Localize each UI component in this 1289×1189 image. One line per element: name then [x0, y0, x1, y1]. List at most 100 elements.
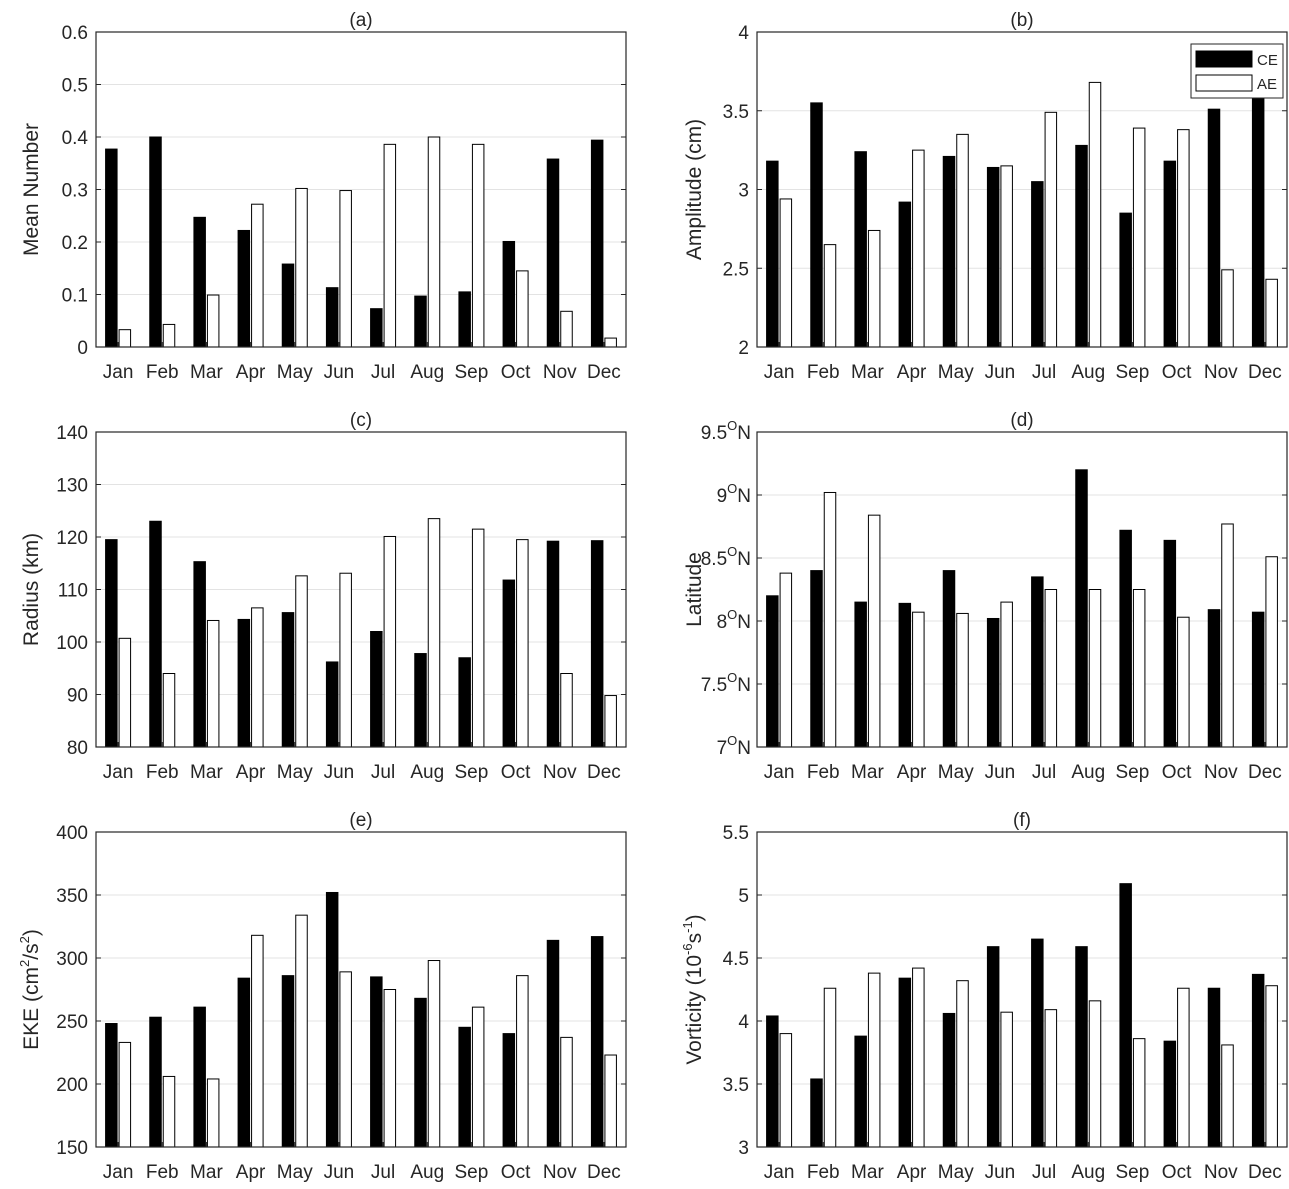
- ae-bar-jun: [339, 190, 352, 348]
- ae-bar-oct: [516, 539, 529, 748]
- ce-bar-oct: [1163, 539, 1177, 748]
- y-tick-label: 8.5ON: [701, 544, 751, 570]
- ce-bar-jan: [766, 1015, 779, 1148]
- y-tick-label-part: O: [727, 733, 737, 748]
- ce-bar-aug: [1075, 946, 1088, 1148]
- ce-bar-jul: [1031, 181, 1044, 348]
- x-tick-label: Jul: [371, 362, 395, 383]
- ae-bar-may: [295, 575, 308, 748]
- x-tick-label: Jul: [1032, 1162, 1056, 1183]
- y-axis-label: Latitude: [683, 552, 706, 627]
- ae-bar-sep: [1132, 589, 1146, 748]
- x-tick-label: Feb: [807, 362, 840, 383]
- ae-bar-apr: [912, 149, 925, 348]
- x-tick-label: Mar: [190, 362, 223, 383]
- x-tick-label: Jan: [103, 762, 134, 783]
- x-tick-label: Jul: [1032, 762, 1056, 783]
- y-tick-label: 0: [77, 338, 88, 359]
- x-tick-label: Sep: [455, 1162, 489, 1183]
- ce-bar-jul: [1031, 938, 1044, 1148]
- x-tick-label: Mar: [190, 1162, 223, 1183]
- legend-ce-swatch: [1195, 50, 1253, 68]
- ae-bar-dec: [604, 337, 617, 348]
- y-tick-label: 9ON: [717, 481, 751, 507]
- y-axis-label-part: Mean Number: [20, 123, 43, 256]
- x-tick-label: Mar: [851, 362, 884, 383]
- x-tick-label: Nov: [1204, 362, 1238, 383]
- x-tick-label: Apr: [897, 762, 927, 783]
- ae-bar-mar: [867, 514, 881, 748]
- ce-bar-jan: [766, 595, 779, 748]
- ae-bar-aug: [427, 518, 441, 748]
- ce-bar-aug: [414, 295, 427, 348]
- y-tick-label-part: N: [737, 738, 751, 759]
- y-axis-label-part: -6: [680, 943, 695, 955]
- ce-bar-feb: [149, 520, 162, 748]
- ce-bar-apr: [898, 602, 912, 748]
- ce-bar-apr: [237, 618, 251, 748]
- ae-bar-feb: [162, 673, 176, 748]
- x-tick-label: Sep: [1116, 1162, 1150, 1183]
- x-tick-label: May: [277, 1162, 313, 1183]
- ce-bar-sep: [1119, 529, 1132, 748]
- ce-bar-oct: [1163, 1040, 1177, 1148]
- y-axis-label-part: EKE (cm: [20, 967, 43, 1050]
- ce-bar-nov: [546, 540, 560, 748]
- ce-bar-aug: [414, 653, 427, 748]
- y-tick-label-part: N: [737, 612, 751, 633]
- ce-bar-nov: [546, 939, 560, 1148]
- y-tick-label: 120: [56, 528, 88, 549]
- ae-bar-jun: [339, 971, 352, 1148]
- ce-bar-sep: [1119, 212, 1132, 348]
- ae-bar-sep: [471, 528, 485, 748]
- y-tick-label: 9.5ON: [701, 418, 751, 444]
- ae-bar-jan: [779, 572, 793, 748]
- x-tick-label: May: [938, 762, 974, 783]
- panel-b: 2 2.5 3 3.5 4 Jan Feb Mar Apr May Jun Jul Aug Sep Oct N…: [683, 10, 1288, 383]
- ae-bar-jul: [1044, 111, 1058, 348]
- x-tick-label: Apr: [236, 1162, 266, 1183]
- x-tick-label: Aug: [1071, 1162, 1105, 1183]
- ae-bar-jun: [1000, 165, 1013, 348]
- y-tick-label: 200: [56, 1075, 88, 1096]
- x-tick-label: Sep: [1116, 762, 1150, 783]
- x-tick-label: May: [938, 1162, 974, 1183]
- x-tick-label: Oct: [1162, 1162, 1192, 1183]
- y-tick-label: 4.5: [723, 949, 749, 970]
- y-axis-label: EKE (cm2/s2): [17, 929, 43, 1050]
- ae-bar-may: [956, 980, 969, 1148]
- y-tick-label: 300: [56, 949, 88, 970]
- y-axis-label: Radius (km): [20, 533, 43, 646]
- y-tick-label: 140: [56, 423, 88, 444]
- x-tick-label: Dec: [1248, 762, 1282, 783]
- y-tick-label-part: 9: [717, 486, 728, 507]
- ce-bar-apr: [898, 977, 912, 1148]
- ae-bar-apr: [912, 611, 925, 748]
- ce-bar-jun: [986, 617, 1000, 748]
- y-tick-label: 110: [58, 581, 88, 602]
- ce-bar-jun: [986, 946, 1000, 1148]
- ce-bar-feb: [149, 136, 162, 348]
- x-tick-label: Nov: [543, 1162, 577, 1183]
- x-tick-label: Mar: [190, 762, 223, 783]
- ce-bar-mar: [854, 601, 867, 748]
- x-tick-label: Feb: [807, 1162, 840, 1183]
- y-axis-label-part: ): [683, 914, 706, 921]
- x-tick-label: Jun: [985, 762, 1016, 783]
- panel-f: 3 3.5 4 4.5 5 5.5 Jan Feb Mar Apr May Jun Jul Aug Sep O…: [680, 810, 1288, 1183]
- y-tick-label: 2.5: [723, 259, 749, 280]
- x-tick-label: Jul: [371, 762, 395, 783]
- y-axis-label: Mean Number: [20, 123, 43, 256]
- x-tick-label: Apr: [236, 362, 266, 383]
- ae-bar-may: [956, 133, 969, 348]
- x-tick-label: Feb: [146, 1162, 179, 1183]
- ae-bar-aug: [427, 136, 441, 348]
- ae-bar-feb: [823, 987, 837, 1148]
- ce-bar-mar: [854, 1035, 867, 1148]
- ae-bar-jul: [1044, 1009, 1058, 1148]
- ce-bar-oct: [502, 579, 516, 748]
- y-tick-label: 0.2: [62, 233, 88, 254]
- ae-bar-dec: [1265, 556, 1278, 748]
- x-tick-label: Nov: [543, 762, 577, 783]
- y-tick-label: 7ON: [717, 733, 751, 759]
